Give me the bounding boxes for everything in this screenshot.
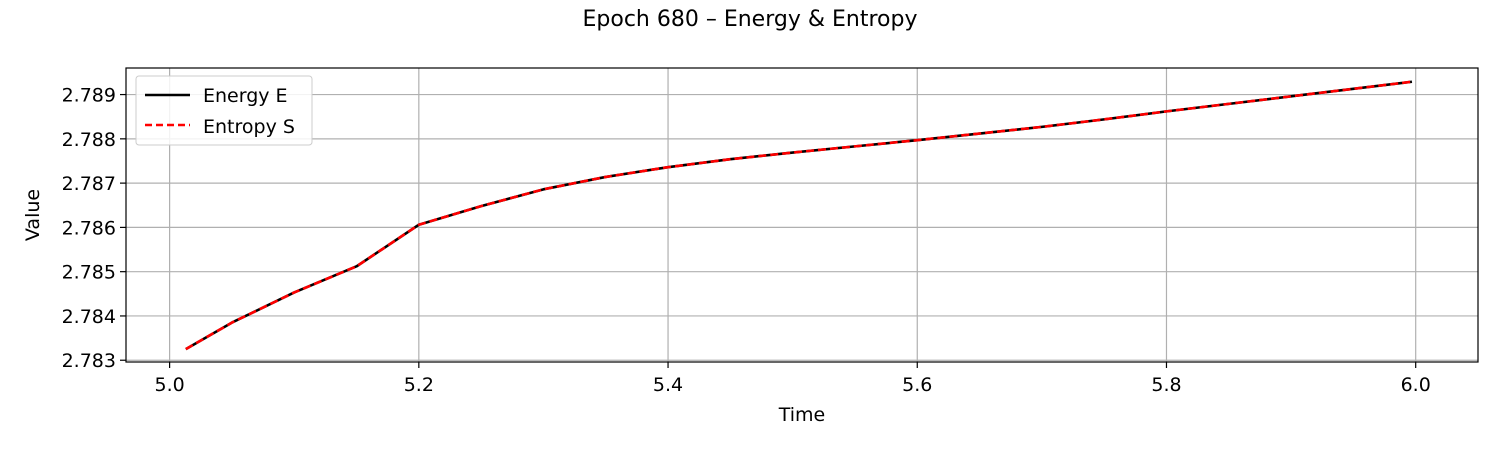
- y-tick-label: 2.784: [62, 306, 116, 328]
- y-tick-label: 2.786: [62, 217, 116, 239]
- legend-label-energy: Energy E: [203, 85, 288, 107]
- x-axis-ticks: 5.0 5.2 5.4 5.6 5.8 6.0: [155, 362, 1431, 396]
- legend-label-entropy: Entropy S: [203, 116, 295, 138]
- chart-title: Epoch 680 – Energy & Entropy: [582, 7, 918, 32]
- series-line-energy: [185, 80, 1413, 351]
- legend-box: [135, 75, 313, 146]
- y-tick-label: 2.783: [62, 350, 116, 372]
- x-axis-label: Time: [778, 404, 826, 426]
- series-layer: [185, 80, 1413, 351]
- grid-layer: [126, 68, 1478, 362]
- y-tick-label: 2.787: [62, 173, 116, 195]
- y-axis-ticks: 2.783 2.784 2.785 2.786 2.787 2.788 2.789: [62, 85, 126, 372]
- y-tick-label: 2.785: [62, 262, 116, 284]
- legend: Energy E Entropy S: [135, 75, 313, 146]
- y-tick-label: 2.789: [62, 85, 116, 107]
- x-tick-label: 6.0: [1401, 374, 1431, 396]
- x-tick-label: 5.8: [1151, 374, 1181, 396]
- y-tick-label: 2.788: [62, 129, 116, 151]
- y-axis-label: Value: [22, 189, 44, 241]
- x-tick-label: 5.2: [404, 374, 434, 396]
- series-line-entropy: [185, 80, 1413, 351]
- plot-area-frame: [125, 67, 1479, 363]
- x-tick-label: 5.0: [155, 374, 185, 396]
- x-tick-label: 5.4: [653, 374, 683, 396]
- x-tick-label: 5.6: [902, 374, 932, 396]
